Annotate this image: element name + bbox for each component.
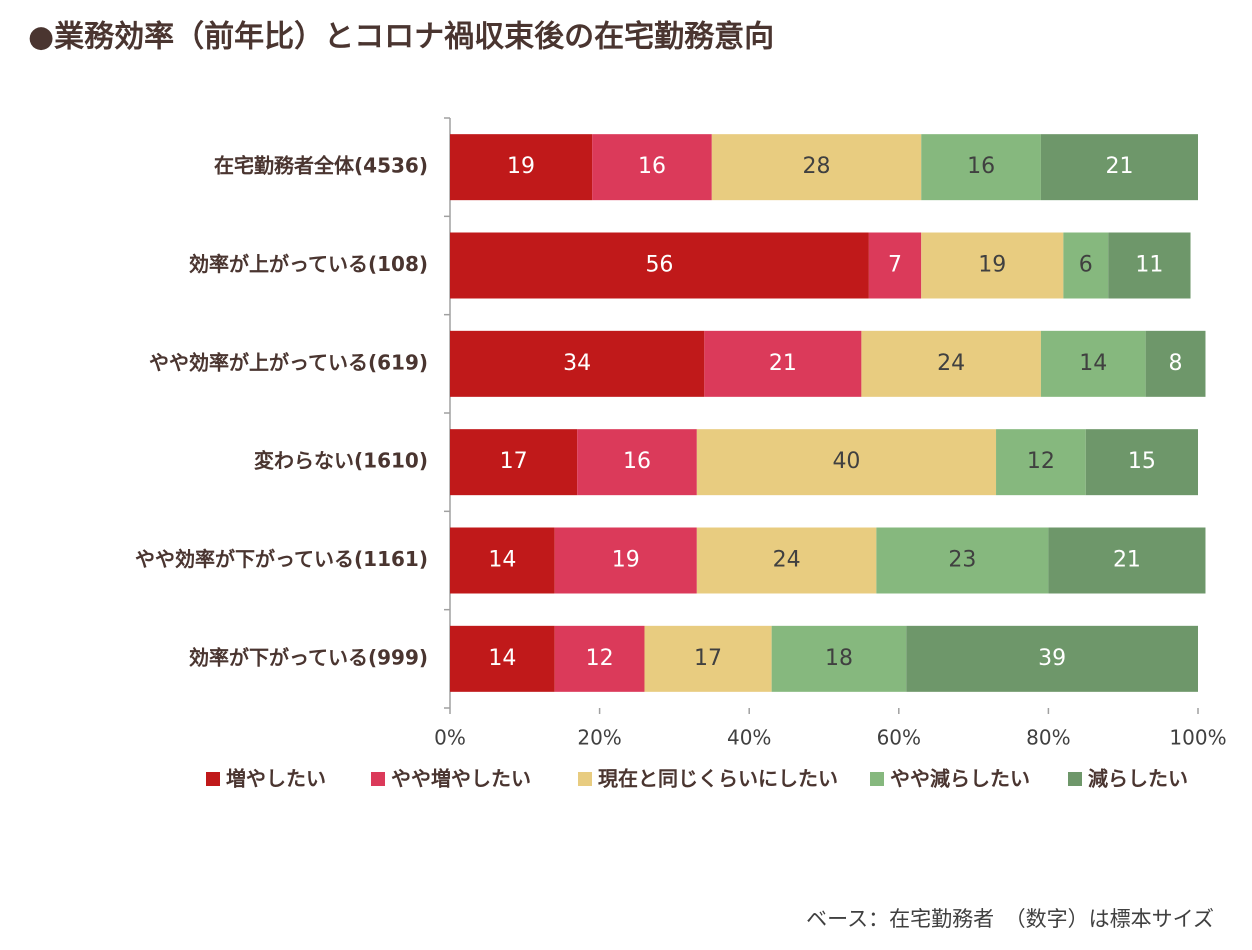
bar-segment xyxy=(577,429,697,496)
data-label: 24 xyxy=(937,351,965,376)
data-label: 21 xyxy=(769,351,797,376)
bar-segment xyxy=(906,625,1198,692)
bar-segment xyxy=(450,232,869,299)
bar-segment xyxy=(868,232,922,299)
bar-segment xyxy=(554,527,697,594)
legend-label: やや減らしたい xyxy=(890,767,1030,791)
data-label: 12 xyxy=(1027,449,1055,474)
bar-segment xyxy=(1145,330,1206,397)
legend-swatch xyxy=(870,772,884,786)
data-label: 14 xyxy=(1079,351,1107,376)
data-label: 24 xyxy=(773,548,801,573)
data-label: 15 xyxy=(1128,449,1156,474)
data-label: 17 xyxy=(694,646,722,671)
bar-segment xyxy=(771,625,907,692)
bar-segment xyxy=(1085,429,1198,496)
legend-swatch xyxy=(371,772,385,786)
data-label: 11 xyxy=(1135,253,1163,278)
data-label: 28 xyxy=(803,154,831,179)
y-tick-label: 在宅勤務者全体(4536) xyxy=(214,154,428,178)
bar-segment xyxy=(450,527,555,594)
x-tick-label: 100% xyxy=(1169,726,1226,750)
bar-segment xyxy=(1063,232,1109,299)
x-tick-label: 40% xyxy=(727,726,771,750)
x-tick-label: 0% xyxy=(434,726,466,750)
y-tick-label: やや効率が上がっている(619) xyxy=(149,350,428,374)
data-label: 14 xyxy=(488,548,516,573)
bar-segment xyxy=(696,429,997,496)
chart-title: ●業務効率（前年比）とコロナ禍収束後の在宅勤務意向 xyxy=(28,20,774,55)
legend-swatch xyxy=(206,772,220,786)
legend-label: 減らしたい xyxy=(1088,767,1188,791)
bar-segment xyxy=(450,429,578,496)
bar-segment xyxy=(696,527,877,594)
bar-segment xyxy=(711,134,922,201)
y-tick-label: 効率が上がっている(108) xyxy=(189,252,428,276)
legend-label: 現在と同じくらいにしたい xyxy=(598,767,838,791)
data-label: 23 xyxy=(948,548,976,573)
data-label: 7 xyxy=(888,253,902,278)
data-label: 8 xyxy=(1169,351,1183,376)
data-label: 19 xyxy=(978,253,1006,278)
data-label: 19 xyxy=(507,154,535,179)
bar-segment xyxy=(554,625,645,692)
legend-label: やや増やしたい xyxy=(391,767,531,791)
bar-segment xyxy=(921,232,1064,299)
bar-segment xyxy=(1040,330,1146,397)
x-tick-label: 80% xyxy=(1026,726,1070,750)
legend-swatch xyxy=(1068,772,1082,786)
bar-segment xyxy=(861,330,1041,397)
bar-segment xyxy=(1040,134,1198,201)
bar-segment xyxy=(921,134,1041,201)
bar-segment xyxy=(996,429,1086,496)
y-tick-label: 変わらない(1610) xyxy=(254,449,428,473)
bar-segment xyxy=(1048,527,1206,594)
data-label: 21 xyxy=(1113,548,1141,573)
data-label: 17 xyxy=(500,449,528,474)
bar-segment xyxy=(1108,232,1191,299)
legend-swatch xyxy=(578,772,592,786)
x-tick-label: 60% xyxy=(877,726,921,750)
data-label: 34 xyxy=(563,351,591,376)
y-tick-label: やや効率が下がっている(1161) xyxy=(135,547,428,571)
data-label: 6 xyxy=(1079,253,1093,278)
bar-segment xyxy=(450,625,555,692)
data-label: 14 xyxy=(488,646,516,671)
data-label: 16 xyxy=(967,154,995,179)
bar-segment xyxy=(592,134,712,201)
data-label: 21 xyxy=(1105,154,1133,179)
footnote: ベース：在宅勤務者 （数字）は標本サイズ xyxy=(806,907,1214,931)
bar-segment xyxy=(644,625,772,692)
data-label: 39 xyxy=(1038,646,1066,671)
data-label: 12 xyxy=(586,646,614,671)
data-label: 40 xyxy=(832,449,860,474)
bar-segment xyxy=(450,134,593,201)
data-label: 18 xyxy=(825,646,853,671)
data-label: 56 xyxy=(645,253,673,278)
bar-segment xyxy=(876,527,1049,594)
data-label: 16 xyxy=(638,154,666,179)
legend-label: 増やしたい xyxy=(226,767,326,791)
bar-segment xyxy=(704,330,862,397)
x-tick-label: 20% xyxy=(577,726,621,750)
y-tick-label: 効率が下がっている(999) xyxy=(189,645,428,669)
data-label: 19 xyxy=(612,548,640,573)
data-label: 16 xyxy=(623,449,651,474)
bar-segment xyxy=(450,330,705,397)
